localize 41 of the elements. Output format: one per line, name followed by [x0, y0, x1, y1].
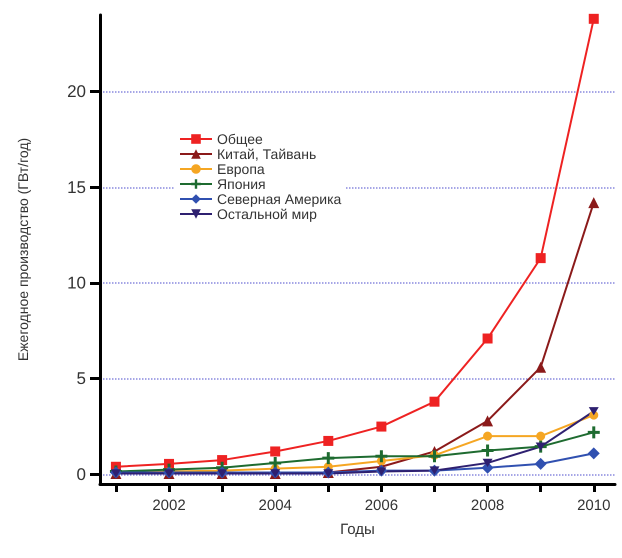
- legend-label: Северная Америка: [217, 191, 342, 207]
- y-tick-label: 15: [67, 178, 86, 197]
- point: [482, 415, 494, 426]
- point: [536, 253, 546, 264]
- point: [482, 334, 493, 344]
- x-axis-title: Годы: [340, 521, 375, 538]
- y-axis-title: Ежегодное производство (ГВт/год): [15, 138, 31, 362]
- y-tick-label: 10: [67, 274, 86, 292]
- point: [376, 422, 386, 432]
- point: [322, 452, 334, 464]
- point: [375, 450, 388, 462]
- point: [536, 432, 546, 441]
- point: [428, 450, 440, 462]
- y-tick-label: 20: [67, 82, 86, 102]
- point: [588, 447, 600, 460]
- point: [482, 444, 494, 456]
- y-tick-label: 5: [76, 369, 86, 388]
- point: [535, 362, 546, 373]
- legend-label: Китай, Тайвань: [217, 146, 316, 162]
- x-tick-label: 2002: [152, 497, 186, 514]
- point: [588, 407, 599, 416]
- x-tick-label: 2008: [470, 497, 504, 514]
- x-tick-label: 2006: [364, 497, 398, 514]
- point: [376, 467, 386, 476]
- point: [534, 458, 547, 470]
- point: [269, 456, 282, 469]
- legend-label: Япония: [217, 176, 266, 192]
- point: [270, 446, 280, 456]
- point: [482, 458, 493, 468]
- legend-label: Остальной мир: [217, 206, 318, 222]
- legend-label: Общее: [217, 131, 264, 147]
- legend-label: Европа: [217, 161, 265, 177]
- point: [429, 396, 440, 407]
- point: [323, 436, 334, 446]
- x-tick-label: 2004: [258, 497, 292, 514]
- point: [588, 426, 600, 438]
- y-tick-label: 0: [76, 464, 86, 484]
- x-tick-label: 2010: [577, 497, 610, 514]
- point: [483, 432, 492, 441]
- point: [588, 14, 599, 24]
- point: [588, 197, 600, 208]
